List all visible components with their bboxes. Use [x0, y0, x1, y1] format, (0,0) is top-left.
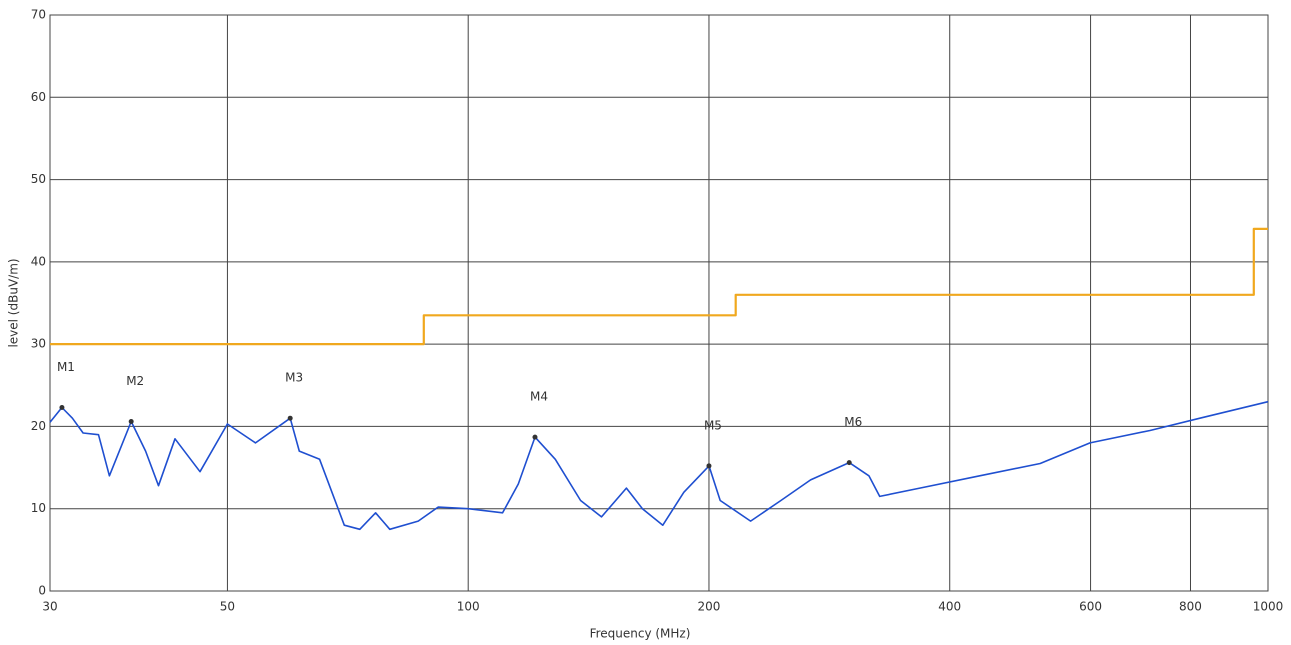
series-line [49, 400, 1269, 531]
plot-area [49, 14, 1269, 592]
y-tick-label: 40 [31, 254, 46, 268]
marker-dot [706, 463, 712, 469]
marker-label: M3 [285, 371, 303, 385]
y-tick-label: 70 [31, 8, 46, 22]
x-tick-label: 400 [938, 600, 961, 614]
y-tick-label: 50 [31, 172, 46, 186]
marker-label: M5 [704, 418, 722, 432]
x-axis-label: Frequency (MHz) [590, 627, 691, 641]
marker-label: M2 [126, 374, 144, 388]
marker-label: M4 [530, 390, 548, 404]
marker-label: M1 [57, 360, 75, 374]
x-tick-label: 1000 [1253, 600, 1284, 614]
y-tick-label: 20 [31, 419, 46, 433]
x-tick-label: 800 [1179, 600, 1202, 614]
x-tick-label: 50 [220, 600, 235, 614]
marker-dot [532, 434, 538, 440]
y-axis-label: level (dBuV/m) [7, 258, 21, 347]
marker-dot [128, 418, 134, 424]
x-tick-label: 600 [1079, 600, 1102, 614]
marker-dot [287, 415, 293, 421]
marker-dot [59, 405, 65, 411]
y-tick-label: 30 [31, 337, 46, 351]
marker-label: M6 [844, 415, 862, 429]
x-tick-label: 100 [457, 600, 480, 614]
series-line [50, 227, 1268, 346]
y-tick-label: 10 [31, 501, 46, 515]
y-tick-label: 0 [38, 584, 46, 598]
y-tick-label: 60 [31, 90, 46, 104]
x-tick-label: 200 [698, 600, 721, 614]
marker-dot [846, 460, 852, 466]
x-tick-label: 30 [42, 600, 57, 614]
